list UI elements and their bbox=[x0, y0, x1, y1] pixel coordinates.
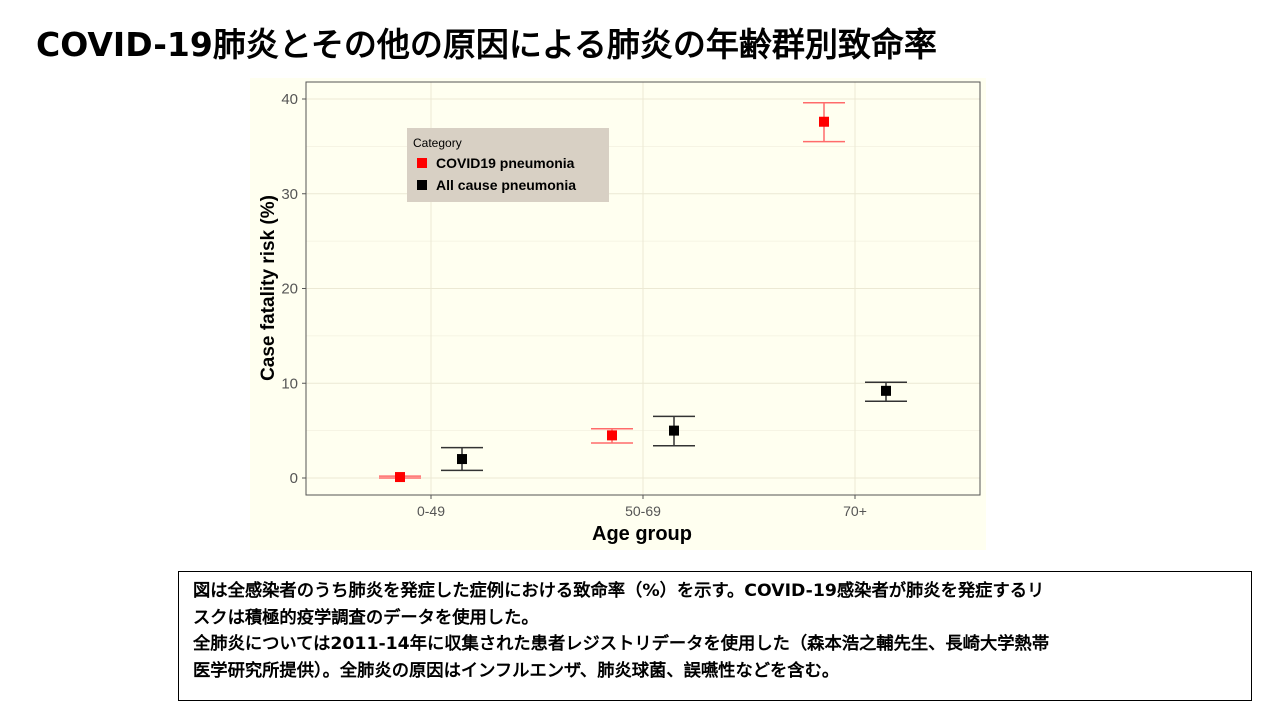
legend-title: Category bbox=[413, 136, 462, 150]
marks-layer bbox=[379, 102, 907, 483]
x-tick-label: 50-69 bbox=[625, 503, 661, 519]
y-tick-label: 10 bbox=[281, 375, 298, 392]
legend-background bbox=[407, 128, 609, 202]
chart: 0 10 20 30 40 0-49 50-69 70+ Case fatality risk… bbox=[250, 78, 986, 550]
y-tick-label: 20 bbox=[281, 281, 298, 298]
x-tick-label: 70+ bbox=[843, 503, 867, 519]
caption-line: スクは積極的疫学調査のデータを使用した。 bbox=[193, 607, 539, 628]
y-tick-label: 40 bbox=[281, 91, 298, 108]
x-tick-label: 0-49 bbox=[417, 503, 445, 519]
y-tick-label: 30 bbox=[281, 186, 298, 203]
data-point bbox=[607, 430, 617, 441]
caption-line: 全肺炎については2011-14年に収集された患者レジストリデータを使用した（森本… bbox=[193, 634, 1050, 654]
legend: Category COVID19 pneumonia All cause pne… bbox=[407, 128, 609, 202]
ticks-layer: 0 10 20 30 40 0-49 50-69 70+ bbox=[281, 91, 867, 519]
data-point bbox=[819, 116, 829, 127]
data-point bbox=[669, 425, 679, 436]
y-tick-label: 0 bbox=[290, 470, 298, 487]
data-point bbox=[457, 454, 467, 465]
caption-line: 図は全感染者のうち肺炎を発症した症例における致命率（%）を示す。COVID-19… bbox=[193, 581, 1045, 601]
x-axis-label: Age group bbox=[592, 523, 692, 545]
caption-box: 図は全感染者のうち肺炎を発症した症例における致命率（%）を示す。COVID-19… bbox=[178, 571, 1252, 701]
legend-key-covid19 bbox=[417, 158, 427, 168]
y-axis-label: Case fatality risk (%) bbox=[258, 195, 279, 381]
caption-line: 医学研究所提供）。全肺炎の原因はインフルエンザ、肺炎球菌、誤嚥性などを含む。 bbox=[193, 660, 840, 681]
chart-outer-background bbox=[250, 78, 986, 550]
legend-label-all-cause: All cause pneumonia bbox=[436, 177, 576, 193]
legend-label-covid19: COVID19 pneumonia bbox=[436, 155, 575, 171]
legend-key-all-cause bbox=[417, 180, 427, 190]
data-point bbox=[395, 472, 405, 483]
slide-title: COVID-19肺炎とその他の原因による肺炎の年齢群別致命率 bbox=[36, 25, 937, 64]
data-point bbox=[881, 385, 891, 396]
